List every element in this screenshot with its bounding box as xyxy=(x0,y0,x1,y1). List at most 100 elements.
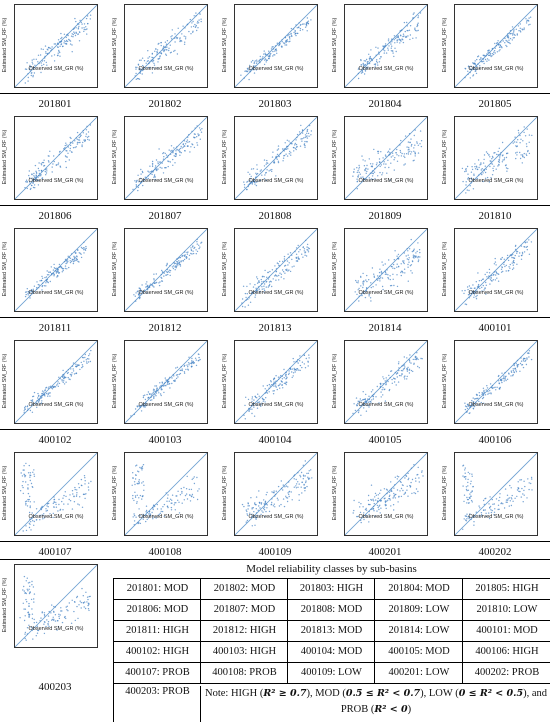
data-point xyxy=(483,158,485,161)
data-point xyxy=(300,471,303,474)
data-point xyxy=(299,364,302,367)
data-point xyxy=(367,66,369,68)
data-point xyxy=(165,167,167,169)
data-point xyxy=(366,164,368,167)
data-point xyxy=(478,280,481,282)
plot-cell-201809: Estimated SM_RF (%) Observed SM_GR (%) 201… xyxy=(330,112,440,224)
data-point xyxy=(27,290,30,293)
data-point xyxy=(509,263,511,266)
data-point xyxy=(138,479,140,481)
data-point xyxy=(384,43,387,45)
plot-caption: 201804 xyxy=(368,98,402,110)
data-point xyxy=(394,42,396,44)
data-point xyxy=(62,509,64,511)
table-cell: 400203: PROB xyxy=(113,684,201,722)
data-point xyxy=(40,71,42,74)
data-point xyxy=(400,35,402,37)
data-point xyxy=(88,602,90,605)
data-point xyxy=(494,279,497,281)
data-point xyxy=(57,43,59,45)
data-point xyxy=(56,270,58,272)
data-point xyxy=(29,291,31,293)
data-point xyxy=(62,268,64,270)
data-point xyxy=(507,498,509,500)
data-point xyxy=(521,254,523,257)
data-point xyxy=(59,55,61,57)
data-point xyxy=(372,389,374,391)
data-point xyxy=(42,518,44,520)
data-point xyxy=(297,472,299,474)
data-point xyxy=(74,252,77,254)
data-point xyxy=(27,582,30,584)
data-point xyxy=(59,51,61,54)
data-point xyxy=(489,283,491,285)
data-point xyxy=(417,358,419,361)
data-point xyxy=(43,615,46,617)
data-point xyxy=(142,184,144,187)
data-point xyxy=(513,29,515,31)
data-point xyxy=(301,129,304,131)
data-point xyxy=(268,285,271,287)
data-point xyxy=(29,476,31,478)
data-point xyxy=(48,52,50,54)
data-point xyxy=(186,139,189,141)
data-point xyxy=(277,485,280,488)
data-point xyxy=(80,21,83,24)
data-point xyxy=(83,606,85,608)
data-point xyxy=(508,39,510,41)
data-point xyxy=(198,488,200,490)
data-point xyxy=(528,152,531,155)
data-point xyxy=(290,154,292,156)
data-point xyxy=(137,470,139,472)
data-point xyxy=(468,502,470,504)
data-point xyxy=(414,155,416,157)
data-point xyxy=(272,393,275,395)
data-point xyxy=(187,369,189,371)
data-point xyxy=(159,281,161,283)
data-point xyxy=(287,148,289,150)
data-point xyxy=(396,160,399,162)
data-point xyxy=(244,306,246,308)
data-point xyxy=(419,12,422,14)
data-point xyxy=(162,506,164,508)
data-point xyxy=(166,46,168,48)
data-point xyxy=(528,239,530,241)
data-point xyxy=(484,394,487,396)
data-point xyxy=(379,58,381,60)
data-point xyxy=(61,610,63,612)
data-point xyxy=(90,480,92,483)
data-point xyxy=(384,380,386,382)
data-point xyxy=(68,498,70,501)
data-point xyxy=(463,518,465,520)
data-point xyxy=(377,497,379,500)
data-point xyxy=(492,274,494,276)
data-point xyxy=(37,176,39,178)
data-point xyxy=(253,62,255,65)
data-point xyxy=(83,241,85,243)
data-point xyxy=(159,166,161,169)
data-point xyxy=(287,264,289,266)
data-point xyxy=(404,135,407,137)
data-point xyxy=(260,278,262,281)
one-to-one-line xyxy=(235,341,317,423)
data-point xyxy=(32,401,34,403)
data-point xyxy=(133,499,135,502)
data-point xyxy=(467,178,469,180)
data-point xyxy=(85,133,88,135)
data-point xyxy=(283,377,285,379)
data-point xyxy=(417,152,420,154)
data-point xyxy=(71,372,73,374)
data-point xyxy=(403,262,405,265)
data-point xyxy=(408,369,410,371)
data-point xyxy=(358,300,360,302)
data-point xyxy=(495,168,497,170)
data-point xyxy=(83,247,85,249)
data-point xyxy=(149,393,151,395)
data-point xyxy=(57,383,59,385)
data-point xyxy=(291,368,293,370)
data-point xyxy=(29,581,31,584)
data-point xyxy=(22,589,24,591)
one-to-one-line xyxy=(345,453,427,535)
data-point xyxy=(168,378,170,380)
data-point xyxy=(45,282,47,284)
